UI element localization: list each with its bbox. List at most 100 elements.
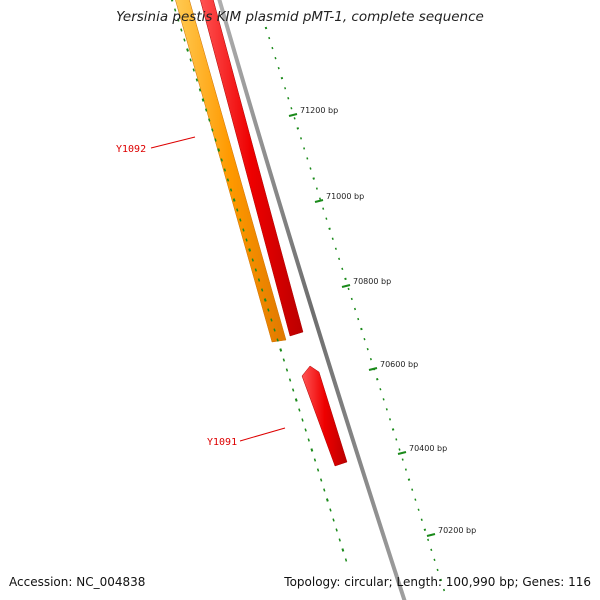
scale-tick <box>401 458 404 461</box>
scale-tick <box>391 428 395 431</box>
scale-tick <box>375 377 379 381</box>
scale-tick <box>344 277 347 281</box>
scale-tick <box>395 438 398 441</box>
scale-tick <box>423 528 427 532</box>
major-tick <box>426 533 436 537</box>
scale-tick <box>353 307 357 311</box>
scale-tick <box>274 56 277 60</box>
scale-tick <box>271 46 274 50</box>
scale-label: 70200 bp <box>438 526 476 535</box>
major-tick <box>341 284 351 288</box>
scale-tick <box>254 268 258 272</box>
major-tick <box>288 113 298 117</box>
scale-tick <box>192 68 195 72</box>
scale-tick <box>427 538 430 542</box>
scale-tick <box>270 318 273 322</box>
scale-tick <box>299 137 303 140</box>
scale-tick <box>264 26 268 30</box>
scale-tick <box>388 418 392 421</box>
scale-tick <box>189 58 192 62</box>
scale-tick <box>315 187 318 190</box>
scale-tick <box>242 228 245 232</box>
scale-tick <box>420 518 423 521</box>
scale-tick <box>310 448 314 452</box>
gene-label-y1091[interactable]: Y1091 <box>207 437 237 448</box>
scale-tick <box>211 128 214 132</box>
scale-tick <box>382 398 385 401</box>
scale-tick <box>331 237 334 240</box>
scale-tick <box>404 468 407 471</box>
scale-tick <box>325 498 329 502</box>
scale-tick <box>363 337 366 341</box>
scale-tick <box>312 177 315 180</box>
scale-tick <box>226 178 230 182</box>
scale-tick <box>304 428 307 432</box>
scale-tick <box>276 338 279 342</box>
y1092-leader-line <box>150 136 196 149</box>
scale-label: 71200 bp <box>300 106 338 115</box>
scale-tick <box>298 408 301 412</box>
scale-tick <box>293 117 296 120</box>
scale-tick <box>180 28 183 32</box>
gene-y1091-arrow <box>301 365 348 467</box>
scale-tick <box>173 8 177 12</box>
scale-tick <box>214 138 217 142</box>
scale-tick <box>277 66 280 70</box>
scale-tick <box>223 168 227 172</box>
scale-tick <box>217 148 221 152</box>
accession-text: Accession: NC_004838 <box>9 575 146 589</box>
scale-tick <box>208 118 211 122</box>
scale-tick <box>260 288 264 292</box>
scale-label: 70600 bp <box>380 360 418 369</box>
scale-tick <box>307 438 310 442</box>
scale-tick <box>366 347 369 351</box>
scale-tick <box>201 98 205 102</box>
scale-tick <box>273 328 276 332</box>
scale-tick <box>344 558 348 562</box>
gene-y1092-arrow <box>200 0 304 337</box>
scale-tick <box>239 218 242 222</box>
scale-tick <box>350 297 353 301</box>
scale-tick <box>357 317 360 321</box>
scale-tick <box>385 408 388 411</box>
scale-tick <box>236 208 239 212</box>
scale-tick <box>267 308 270 312</box>
scale-tick <box>439 578 443 582</box>
scale-tick <box>316 468 320 472</box>
scale-tick <box>303 147 306 150</box>
scale-tick <box>296 127 300 130</box>
scale-tick <box>341 267 344 271</box>
scale-tick <box>318 197 322 200</box>
inner-scale-track <box>170 0 348 562</box>
scale-tick <box>177 18 180 22</box>
major-tick <box>397 451 407 455</box>
scale-tick <box>251 258 254 262</box>
gene-orange-reverse <box>175 0 287 343</box>
scale-tick <box>322 207 325 210</box>
scale-tick <box>338 538 341 542</box>
scale-tick <box>280 76 284 80</box>
scale-tick <box>332 518 335 522</box>
scale-tick <box>369 357 372 361</box>
scale-tick <box>268 36 271 40</box>
scale-tick <box>442 588 446 592</box>
scale-tick <box>328 227 331 231</box>
scale-tick <box>294 398 298 402</box>
scale-tick <box>323 488 326 492</box>
major-ticks <box>288 113 436 537</box>
scale-tick <box>379 388 382 391</box>
scale-tick <box>433 558 436 562</box>
scale-tick <box>248 248 252 252</box>
scale-tick <box>334 247 337 250</box>
scale-tick <box>257 278 261 282</box>
scale-tick <box>329 508 332 512</box>
scale-tick <box>282 358 286 362</box>
scale-tick <box>335 528 338 532</box>
scale-tick <box>411 488 414 491</box>
scale-tick <box>306 157 309 160</box>
scale-tick <box>341 548 345 552</box>
scale-tick <box>417 508 420 511</box>
gene-label-y1092[interactable]: Y1092 <box>116 144 146 155</box>
